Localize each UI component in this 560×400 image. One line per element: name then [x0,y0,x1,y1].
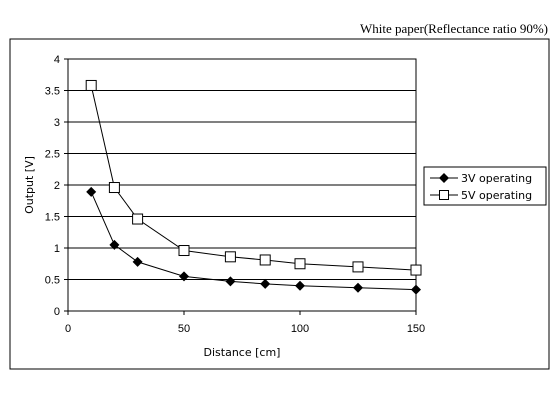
y-tick-label: 2 [54,180,60,192]
data-point-5v [108,182,120,194]
data-point-5v [224,251,236,263]
data-point-3v [86,186,97,197]
y-axis-ticks: 0 0.5 1 1.5 2 2.5 3 3.5 4 [45,54,68,318]
data-point-3v [225,276,236,287]
data-point-5v [259,254,271,266]
data-point-5v [178,245,190,257]
y-tick-label: 0.5 [45,275,60,287]
y-tick-label: 3.5 [45,86,60,98]
data-point-3v [295,280,305,291]
data-point-3v [260,278,271,289]
x-axis-label: Distance [cm] [204,346,281,359]
data-point-5v [132,213,144,225]
data-point-3v [411,284,421,295]
legend-marker-3v [439,173,449,183]
legend-marker-5v [439,190,449,200]
y-tick-label: 4 [54,54,60,66]
data-point-3v [353,282,363,293]
series-layer [85,79,422,295]
chart-title: White paper(Reflectance ratio 90%) [360,21,548,36]
data-point-3v [109,239,120,250]
x-tick-label: 50 [178,323,190,335]
y-tick-label: 3 [54,117,60,129]
data-point-3v [132,256,143,267]
x-tick-label: 0 [65,323,71,335]
y-tick-label: 2.5 [45,149,60,161]
gridlines [68,90,416,280]
y-tick-label: 0 [54,306,60,318]
data-point-5v [294,258,306,270]
x-axis-ticks: 0 50 100 150 [65,311,425,335]
x-tick-label: 150 [407,323,425,335]
x-tick-label: 100 [291,323,309,335]
legend-label-5v: 5V operating [461,189,532,202]
legend-label-3v: 3V operating [461,172,532,185]
y-tick-label: 1.5 [45,212,60,224]
data-point-5v [410,264,422,276]
y-tick-label: 1 [54,243,60,255]
data-point-5v [85,79,97,91]
legend: 3V operating 5V operating [423,166,547,206]
data-point-5v [352,261,364,273]
y-axis-label: Output [V] [23,156,36,214]
data-point-3v [179,271,189,282]
